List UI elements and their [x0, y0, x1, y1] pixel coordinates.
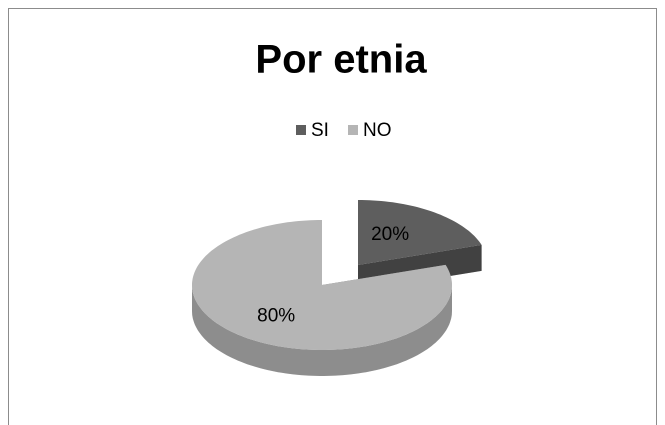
data-label: 80% [257, 306, 295, 327]
legend-swatch [296, 125, 306, 135]
data-label: 20% [371, 224, 409, 245]
legend-label: SI [311, 120, 329, 141]
slice-top [358, 200, 482, 265]
slice-top [192, 220, 452, 350]
slice-wall [192, 285, 452, 376]
chart-title: Por etnia [255, 38, 427, 82]
pie-slice [192, 220, 452, 376]
legend-label: NO [363, 120, 392, 141]
legend-swatch [348, 125, 358, 135]
slice-wall-shade [192, 285, 452, 376]
